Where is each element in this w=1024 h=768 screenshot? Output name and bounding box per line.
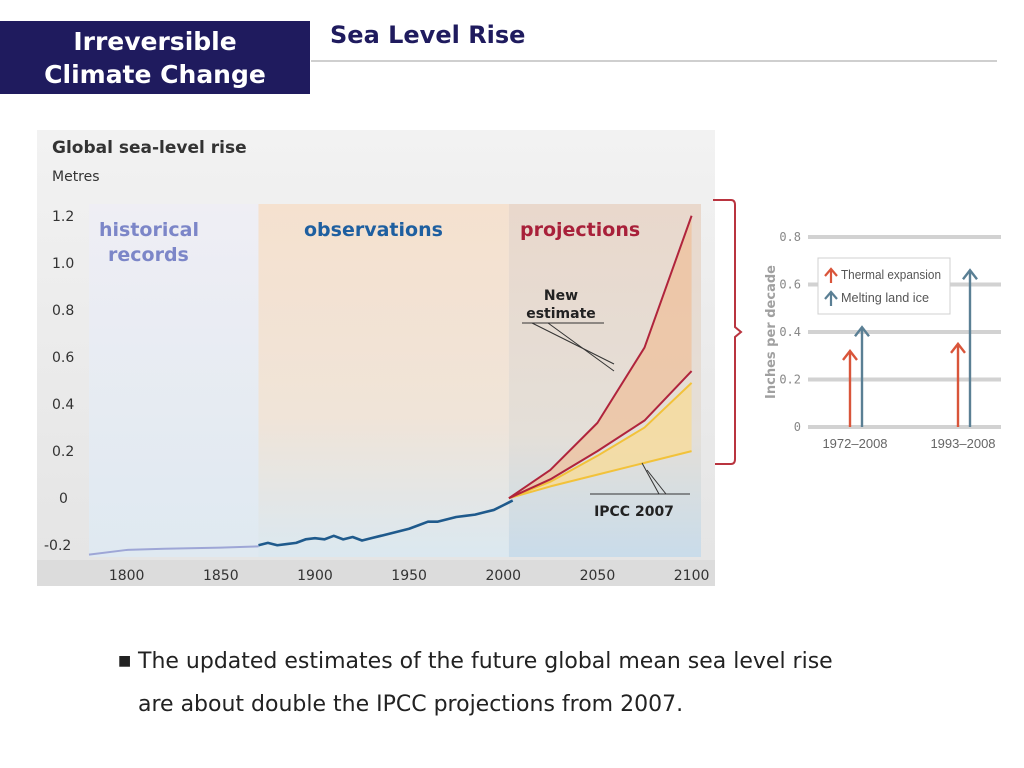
ytick-label--0.2: -0.2 bbox=[44, 538, 71, 554]
ytick-label-1.0: 1.0 bbox=[52, 256, 74, 272]
chart-title: Global sea-level rise bbox=[52, 138, 247, 158]
region-label-projections: projections bbox=[520, 219, 640, 241]
section-label-line1: Irreversible bbox=[73, 27, 237, 56]
series-line-ipcc-2007-upper bbox=[508, 382, 693, 500]
series-line-observations bbox=[258, 499, 514, 547]
side-ytick-label-0.6: 0.6 bbox=[779, 278, 801, 292]
xtick-label-1850: 1850 bbox=[203, 568, 239, 584]
sea-level-chart: Global sea-level rise Metres 1.2 1.0 0.8… bbox=[37, 130, 715, 586]
y-axis-label: Metres bbox=[52, 169, 100, 185]
series-line-new-estimate-upper bbox=[508, 215, 693, 499]
ipcc-2007-band bbox=[508, 382, 692, 499]
legend-thermal-expansion: Thermal expansion bbox=[841, 267, 941, 282]
side-ytick-label-0.8: 0.8 bbox=[779, 230, 801, 244]
caption-line1: ■ The updated estimates of the future glo… bbox=[118, 640, 898, 683]
xtick-label-2050: 2050 bbox=[580, 568, 616, 584]
bracket bbox=[713, 199, 743, 465]
xtick-label-2100: 2100 bbox=[674, 568, 710, 584]
thermal-expansion-legend-icon bbox=[824, 267, 838, 283]
annotation-ipcc-leader-a bbox=[641, 462, 660, 495]
region-label-historical-line2: records bbox=[108, 244, 189, 266]
side-legend-box bbox=[817, 257, 951, 315]
new-estimate-band bbox=[508, 215, 692, 499]
region-label-observations: observations bbox=[304, 219, 443, 241]
series-line-new-estimate-lower bbox=[508, 370, 693, 500]
ytick-label-0.8: 0.8 bbox=[52, 303, 74, 319]
caption: ■ The updated estimates of the future glo… bbox=[118, 640, 898, 726]
side-arrows bbox=[842, 268, 978, 427]
side-category-label-2: 1993–2008 bbox=[930, 436, 995, 451]
section-label-line2: Climate Change bbox=[44, 60, 266, 89]
ytick-label-0.6: 0.6 bbox=[52, 350, 74, 366]
annotation-new-estimate-leader-a bbox=[531, 322, 615, 365]
title-divider bbox=[311, 60, 997, 62]
caption-text-line1: The updated estimates of the future glob… bbox=[138, 649, 833, 674]
slide-title: Sea Level Rise bbox=[330, 21, 526, 49]
ytick-label-1.2: 1.2 bbox=[52, 209, 74, 225]
series-layer bbox=[88, 215, 693, 556]
melting-land-ice-arrow bbox=[962, 268, 978, 427]
legend-melting-land-ice: Melting land ice bbox=[841, 290, 929, 305]
caption-text-line2: are about double the IPCC projections fr… bbox=[138, 692, 684, 717]
side-ytick-label-0: 0 bbox=[794, 420, 801, 434]
annotation-new-estimate-line2: estimate bbox=[526, 306, 596, 322]
xtick-label-2000: 2000 bbox=[485, 568, 521, 584]
side-ytick-label-0.4: 0.4 bbox=[779, 325, 801, 339]
xtick-label-1900: 1900 bbox=[297, 568, 333, 584]
series-line-historical-records bbox=[88, 545, 259, 556]
side-ytick-label-0.2: 0.2 bbox=[779, 373, 801, 387]
region-historical-records bbox=[89, 204, 259, 557]
inches-per-decade-chart: Inches per decade 0.8 0.6 0.4 0.2 0 Ther… bbox=[713, 199, 1001, 465]
bullet: ■ bbox=[118, 653, 132, 669]
annotation-new-estimate-leader-b bbox=[547, 322, 615, 372]
annotation-ipcc-2007: IPCC 2007 bbox=[594, 504, 674, 520]
ytick-label-0.4: 0.4 bbox=[52, 397, 74, 413]
region-label-historical-line1: historical bbox=[99, 219, 199, 241]
chart-footer bbox=[37, 560, 715, 586]
section-label: Irreversible Climate Change bbox=[0, 21, 310, 94]
thermal-expansion-arrow bbox=[842, 349, 858, 427]
xtick-label-1950: 1950 bbox=[391, 568, 427, 584]
thermal-expansion-arrow bbox=[950, 341, 966, 427]
annotation-new-estimate-line1: New bbox=[544, 288, 578, 304]
xtick-label-1800: 1800 bbox=[109, 568, 145, 584]
ytick-label-0: 0 bbox=[59, 491, 68, 507]
melting-land-ice-legend-icon bbox=[824, 290, 838, 306]
region-observations bbox=[258, 204, 509, 557]
series-line-ipcc-2007-lower bbox=[508, 450, 692, 500]
annotation-ipcc-leader-b bbox=[646, 469, 667, 495]
ytick-label-0.2: 0.2 bbox=[52, 444, 74, 460]
melting-land-ice-arrow bbox=[854, 325, 870, 427]
side-y-axis-label: Inches per decade bbox=[764, 265, 779, 399]
side-category-label-1: 1972–2008 bbox=[822, 436, 887, 451]
